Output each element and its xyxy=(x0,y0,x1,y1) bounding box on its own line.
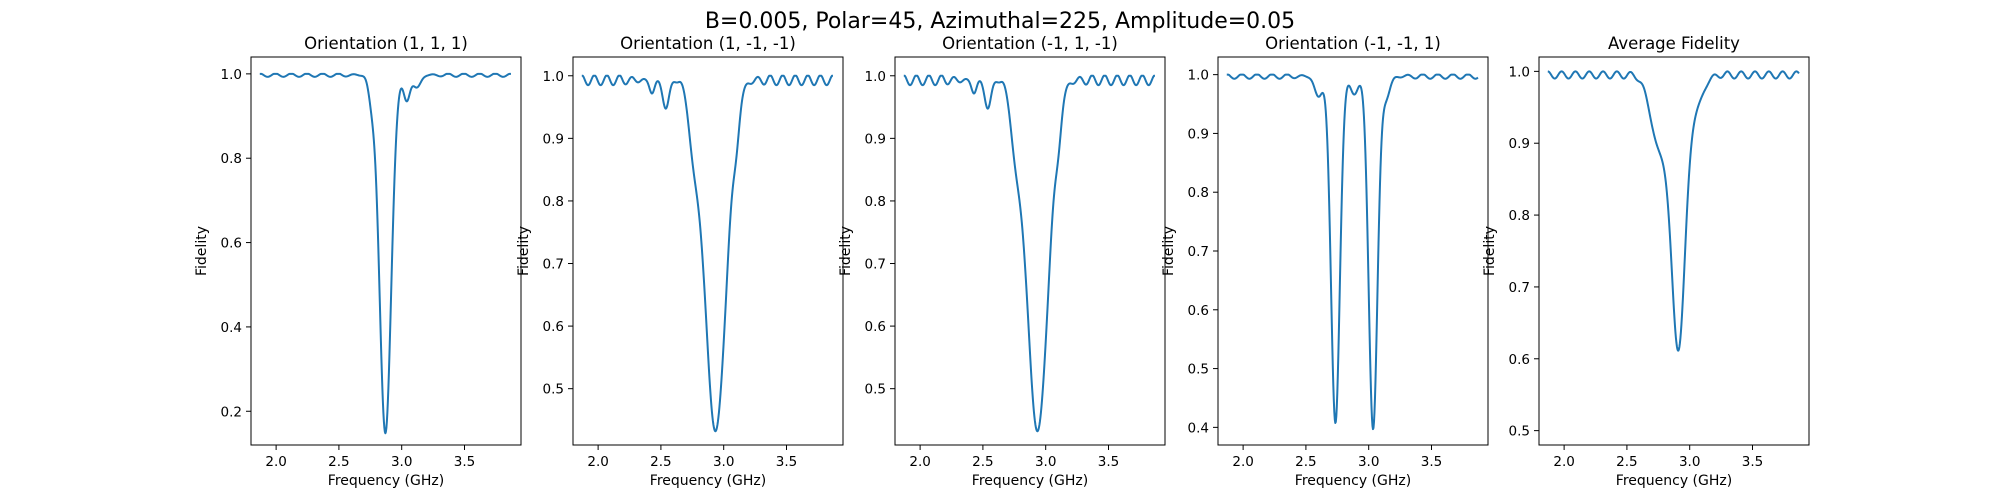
x-tick-label: 3.0 xyxy=(713,454,734,470)
y-tick-label: 0.6 xyxy=(865,319,886,335)
y-tick-label: 0.8 xyxy=(221,151,242,167)
x-axis-label: Frequency (GHz) xyxy=(1295,473,1411,489)
x-tick-label: 3.5 xyxy=(776,454,797,470)
y-tick-label: 0.9 xyxy=(1188,126,1209,142)
y-tick-label: 1.0 xyxy=(1509,64,1530,80)
y-tick-label: 0.7 xyxy=(865,257,886,273)
y-tick-label: 0.5 xyxy=(865,382,886,398)
y-axis-label: Fidelity xyxy=(194,226,210,276)
y-tick-label: 0.8 xyxy=(865,194,886,210)
subplot-3: Orientation (-1, 1, -1) 2.0 2.5 3.0 3.5 0.5 0.… xyxy=(838,34,1166,489)
x-tick-label: 3.0 xyxy=(391,454,412,470)
x-tick-label: 3.0 xyxy=(1679,454,1700,470)
x-tick-label: 3.5 xyxy=(1421,454,1442,470)
y-tick-label: 0.6 xyxy=(1509,352,1530,368)
y-tick-label: 0.8 xyxy=(1188,185,1209,201)
y-axis-label: Fidelity xyxy=(1161,226,1177,276)
axes-frame xyxy=(1217,56,1489,446)
y-tick-label: 0.6 xyxy=(543,319,564,335)
axes-frame xyxy=(572,56,844,446)
y-tick-label: 0.4 xyxy=(1188,420,1209,436)
x-tick-label: 3.0 xyxy=(1358,454,1379,470)
x-axis-label: Frequency (GHz) xyxy=(972,473,1088,489)
axes-frame xyxy=(894,56,1166,446)
x-tick-label: 2.5 xyxy=(1616,454,1637,470)
x-tick-label: 3.5 xyxy=(454,454,475,470)
x-tick-label: 2.5 xyxy=(328,454,349,470)
x-tick-label: 3.5 xyxy=(1742,454,1763,470)
y-tick-label: 1.0 xyxy=(1188,68,1209,84)
y-tick-label: 0.6 xyxy=(221,236,242,252)
x-tick-label: 2.5 xyxy=(650,454,671,470)
axes-frame xyxy=(250,56,522,446)
x-tick-label: 2.0 xyxy=(265,454,286,470)
y-tick-label: 0.5 xyxy=(1188,362,1209,378)
x-axis-label: Frequency (GHz) xyxy=(650,473,766,489)
x-tick-label: 3.5 xyxy=(1098,454,1119,470)
y-axis-label: Fidelity xyxy=(516,226,532,276)
x-tick-label: 2.0 xyxy=(1553,454,1574,470)
subplot-title: Orientation (1, -1, -1) xyxy=(620,34,796,53)
y-tick-label: 0.2 xyxy=(221,404,242,420)
y-tick-label: 0.8 xyxy=(1509,208,1530,224)
y-axis-label: Fidelity xyxy=(1482,226,1498,276)
y-axis-label: Fidelity xyxy=(838,226,854,276)
subplot-title: Orientation (-1, -1, 1) xyxy=(1265,34,1441,53)
fidelity-line xyxy=(903,74,1156,433)
subplot-title: Orientation (-1, 1, -1) xyxy=(942,34,1118,53)
x-axis-label: Frequency (GHz) xyxy=(328,473,444,489)
fidelity-line xyxy=(1547,70,1800,352)
subplot-4: Orientation (-1, -1, 1) 2.0 2.5 3.0 3.5 0.4 0.… xyxy=(1161,34,1489,489)
subplots: Orientation (1, 1, 1) 2.0 2.5 3.0 3.5 0.2 0.4 0… xyxy=(194,34,1810,489)
y-tick-label: 0.9 xyxy=(1509,136,1530,152)
x-tick-label: 3.0 xyxy=(1035,454,1056,470)
y-tick-label: 0.6 xyxy=(1188,303,1209,319)
axes-frame xyxy=(1538,56,1810,446)
y-tick-label: 1.0 xyxy=(221,67,242,83)
subplot-title: Average Fidelity xyxy=(1608,34,1740,53)
y-tick-label: 0.8 xyxy=(543,194,564,210)
y-tick-label: 1.0 xyxy=(865,69,886,85)
subplot-5: Average Fidelity 2.0 2.5 3.0 3.5 0.5 0.6 0.7 0.8… xyxy=(1482,34,1810,489)
subplot-title: Orientation (1, 1, 1) xyxy=(304,34,468,53)
y-tick-label: 0.7 xyxy=(543,257,564,273)
y-tick-label: 0.5 xyxy=(1509,424,1530,440)
x-axis-label: Frequency (GHz) xyxy=(1616,473,1732,489)
x-tick-label: 2.0 xyxy=(1232,454,1253,470)
fidelity-line xyxy=(259,72,512,435)
y-tick-label: 1.0 xyxy=(543,69,564,85)
subplot-2: Orientation (1, -1, -1) 2.0 2.5 3.0 3.5 0.5 0.… xyxy=(516,34,844,489)
y-tick-label: 0.7 xyxy=(1509,280,1530,296)
y-tick-label: 0.9 xyxy=(865,131,886,147)
y-tick-label: 0.4 xyxy=(221,320,242,336)
x-tick-label: 2.5 xyxy=(1295,454,1316,470)
y-tick-label: 0.7 xyxy=(1188,244,1209,260)
fidelity-line xyxy=(581,74,834,433)
fidelity-line xyxy=(1226,73,1479,431)
figure-suptitle: B=0.005, Polar=45, Azimuthal=225, Amplit… xyxy=(705,9,1295,34)
y-tick-label: 0.5 xyxy=(543,382,564,398)
subplot-1: Orientation (1, 1, 1) 2.0 2.5 3.0 3.5 0.2 0.4 0… xyxy=(194,34,522,489)
x-tick-label: 2.0 xyxy=(587,454,608,470)
y-tick-label: 0.9 xyxy=(543,131,564,147)
x-tick-label: 2.0 xyxy=(909,454,930,470)
x-tick-label: 2.5 xyxy=(972,454,993,470)
